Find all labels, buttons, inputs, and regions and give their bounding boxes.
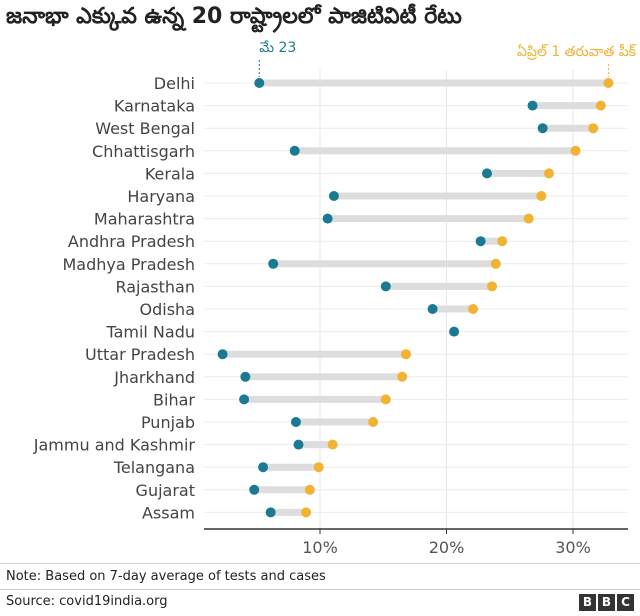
category-label: Andhra Pradesh: [68, 232, 195, 251]
category-label: Kerala: [145, 164, 195, 183]
peak-point: [595, 100, 606, 111]
category-label: Gujarat: [136, 481, 195, 500]
category-label: West Bengal: [95, 119, 195, 138]
category-label: Bihar: [153, 390, 195, 409]
category-label: Delhi: [154, 74, 195, 93]
peak-point: [397, 371, 408, 382]
category-label: Chhattisgarh: [92, 142, 195, 161]
dumbbell-chart: 10% 20% 30% Delhi Karnataka West Bengal Chhatt…: [33, 40, 637, 557]
may23-point: [449, 326, 460, 337]
peak-point: [543, 168, 554, 179]
may23-point: [427, 304, 438, 314]
logo-letter: B: [598, 594, 615, 611]
may23-point: [254, 78, 265, 88]
peak-point: [603, 78, 614, 88]
peak-point: [401, 349, 412, 360]
peak-point: [588, 123, 599, 134]
peak-point: [301, 507, 312, 518]
chart-source: Source: covid19india.org: [6, 594, 168, 609]
may23-point: [249, 484, 260, 495]
chart-note: Note: Based on 7-day average of tests an…: [6, 569, 326, 584]
peak-point: [368, 417, 379, 427]
may23-point: [240, 371, 251, 382]
peak-point: [304, 484, 315, 495]
category-label: Jharkhand: [113, 368, 195, 387]
category-label: Tamil Nadu: [105, 323, 195, 342]
chart-title: జనాభా ఎక్కువ ఉన్న 20 రాష్ట్రాలలో పాజిటివ…: [6, 4, 462, 29]
category-label: Maharashtra: [94, 210, 195, 229]
may23-point: [290, 417, 301, 427]
bbc-logo: B B C: [579, 594, 634, 611]
x-tick-label: 20%: [429, 538, 465, 557]
x-tick-label: 10%: [302, 538, 338, 557]
may23-point: [268, 258, 279, 269]
logo-letter: C: [617, 594, 634, 611]
peak-point: [313, 462, 324, 473]
category-label: Telangana: [113, 458, 195, 477]
may23-point: [475, 236, 486, 247]
category-label: Assam: [142, 503, 195, 522]
category-label: Haryana: [127, 187, 195, 206]
may23-point: [380, 281, 391, 292]
category-label: Punjab: [141, 413, 195, 432]
may23-point: [527, 100, 538, 111]
may23-point: [265, 507, 276, 518]
may23-point: [289, 145, 300, 156]
peak-point: [380, 394, 391, 405]
peak-point: [570, 145, 581, 156]
footer-divider: [0, 563, 640, 564]
peak-point: [536, 191, 547, 201]
category-label: Rajasthan: [115, 277, 195, 296]
may23-point: [258, 462, 269, 473]
may23-point: [239, 394, 250, 405]
peak-point: [523, 213, 534, 224]
annotation-end-label: ఏప్రిల్ 1 తరువాత పీక్: [517, 43, 637, 60]
peak-point: [497, 236, 508, 247]
may23-point: [537, 123, 548, 134]
x-tick-label: 30%: [555, 538, 591, 557]
peak-point: [468, 304, 479, 314]
may23-point: [217, 349, 228, 360]
category-label: Odisha: [140, 300, 195, 319]
peak-point: [327, 439, 338, 450]
category-label: Madhya Pradesh: [63, 255, 196, 274]
footer-divider-2: [0, 589, 640, 590]
logo-letter: B: [579, 594, 596, 611]
may23-point: [293, 439, 304, 450]
peak-point: [487, 281, 498, 292]
annotation-start-label: మే 23: [259, 40, 296, 56]
may23-point: [328, 191, 339, 201]
may23-point: [322, 213, 333, 224]
category-label: Uttar Pradesh: [85, 345, 195, 364]
peak-point: [490, 258, 501, 269]
category-label: Karnataka: [114, 97, 195, 116]
may23-point: [481, 168, 492, 179]
category-label: Jammu and Kashmir: [33, 436, 196, 455]
